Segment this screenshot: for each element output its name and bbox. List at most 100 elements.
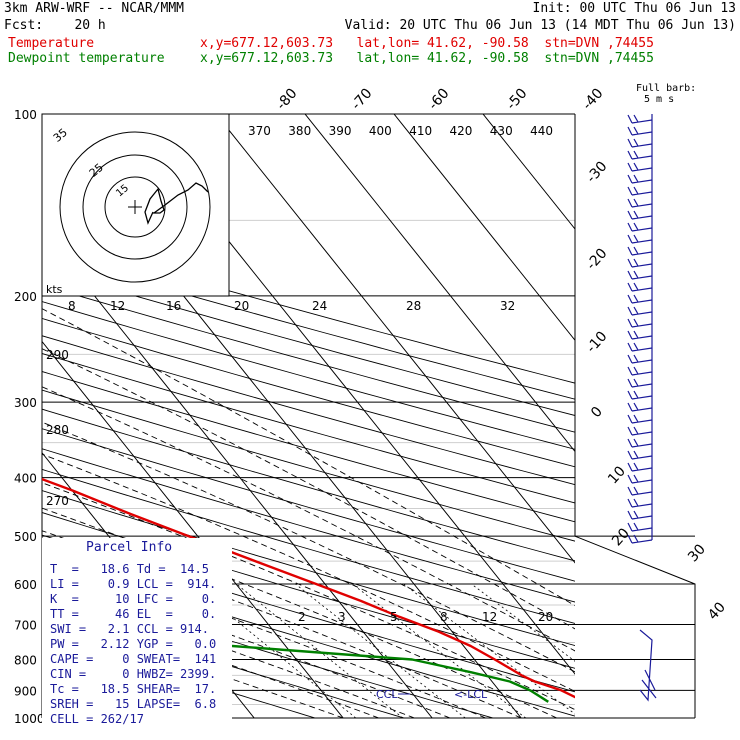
wind-barb — [631, 407, 653, 412]
wind-barb-flag — [627, 294, 633, 304]
hodograph-ring — [82, 154, 188, 260]
wind-barb-flag — [627, 114, 633, 124]
mixing-ratio-label: 5 — [390, 610, 398, 624]
hodograph-ring — [59, 131, 211, 283]
wind-barb-flag — [627, 270, 633, 280]
isotherm-line — [215, 114, 575, 564]
pressure-label: 1000 — [14, 712, 45, 726]
wind-barb-flag — [633, 318, 639, 327]
isotherm-label: -30 — [583, 158, 610, 186]
wind-barb — [631, 431, 653, 436]
wind-barb — [631, 323, 653, 328]
wind-barb-flag — [633, 354, 639, 363]
wind-barb-flag — [633, 174, 639, 183]
moist-adiabat-label: 28 — [406, 299, 421, 313]
forecast-hour: Fcst: 20 h — [4, 18, 106, 33]
wind-barb — [631, 299, 653, 304]
parcel-row: K = 10 LFC = 0. — [50, 592, 217, 606]
wind-barb-flag — [627, 234, 633, 244]
pressure-label: 800 — [14, 653, 37, 667]
moist-adiabat-label: 16 — [166, 299, 181, 313]
wind-barb-flag — [633, 198, 639, 207]
wind-barb-flag — [633, 330, 639, 339]
theta-e-label: 280 — [46, 423, 69, 437]
wind-barb-flag — [633, 474, 639, 483]
wind-barb-flag — [633, 294, 639, 303]
dewpoint-location: x,y=677.12,603.73 lat,lon= 41.62, -90.58… — [200, 51, 654, 66]
wind-barb-lower — [639, 629, 657, 702]
wind-barb-flag — [627, 222, 633, 232]
isotherm-label: -50 — [503, 85, 530, 113]
isotherm-line — [304, 114, 575, 453]
moist-adiabat — [42, 507, 557, 718]
wind-barb-flag — [627, 330, 633, 340]
wind-barb-flag — [633, 510, 639, 519]
valid-time: Valid: 20 UTC Thu 06 Jun 13 (14 MDT Thu … — [344, 18, 736, 33]
init-time: Init: 00 UTC Thu 06 Jun 13 — [532, 1, 737, 16]
parcel-row: TT = 46 EL = 0. — [50, 607, 217, 621]
dry-adiabat — [42, 448, 575, 603]
wind-barb-flag — [627, 162, 633, 172]
dry-adiabat — [42, 317, 575, 468]
pressure-label: 200 — [14, 290, 37, 304]
wind-barb-flag — [633, 450, 639, 459]
parcel-row: SWI = 2.1 CCL = 914. — [50, 622, 209, 636]
moist-adiabat-label: 8 — [68, 299, 76, 313]
parcel-info-panel: Parcel Info T = 18.6 Td = 14.5 LI = 0.9 … — [42, 538, 232, 728]
wind-barb — [631, 203, 653, 208]
isotherm-label: -60 — [425, 85, 452, 113]
wind-barb-flag — [627, 378, 633, 388]
wind-barb-flag — [633, 114, 639, 123]
wind-barb-flag — [633, 534, 639, 543]
theta-label: 440 — [530, 124, 553, 138]
mixing-ratio-label: 12 — [482, 610, 497, 624]
moist-adiabat — [42, 530, 522, 718]
wind-barb-flag — [633, 462, 639, 471]
wind-barb — [631, 479, 653, 484]
parcel-row: LI = 0.9 LCL = 914. — [50, 577, 217, 591]
lcl-label: <-LCL — [454, 688, 488, 701]
wind-barb-flag — [627, 138, 633, 148]
pressure-label: 600 — [14, 578, 37, 592]
wind-barb — [631, 215, 653, 220]
wind-barb — [631, 491, 653, 496]
wind-barb-flag — [633, 210, 639, 219]
wind-barb-flag — [627, 390, 633, 400]
wind-barb — [631, 515, 653, 520]
wind-barb — [631, 347, 653, 352]
moist-adiabat — [42, 308, 575, 607]
theta-label: 370 — [248, 124, 271, 138]
hodograph-ring — [104, 176, 166, 238]
wind-barb — [631, 539, 653, 544]
wind-barb-flag — [627, 186, 633, 196]
wind-barb — [631, 155, 653, 160]
pressure-label: 700 — [14, 618, 37, 632]
parcel-row: CAPE = 0 SWEAT= 141 — [50, 652, 217, 666]
mixing-ratio-label: 20 — [538, 610, 553, 624]
parcel-row: Tc = 18.5 SHEAR= 17. — [50, 682, 217, 696]
wind-barb — [631, 179, 653, 184]
isotherm-label: 30 — [685, 541, 709, 565]
pressure-label: 400 — [14, 472, 37, 486]
wind-barb-flag — [627, 438, 633, 448]
wind-barb — [631, 131, 653, 136]
wind-barb-flag — [633, 162, 639, 171]
parcel-row: CIN = 0 HWBZ= 2399. — [50, 667, 217, 681]
isotherm-label: 20 — [609, 525, 633, 549]
plot-right-border-lower — [574, 535, 696, 718]
dry-adiabat — [42, 237, 575, 384]
isotherm-label: 10 — [605, 463, 629, 487]
wind-barb — [631, 311, 653, 316]
wind-barb-flag — [633, 426, 639, 435]
isotherm-label: -10 — [583, 328, 610, 356]
mixing-ratio-label: 3 — [338, 610, 346, 624]
wind-barb-flag — [633, 234, 639, 243]
isotherm-label: 0 — [588, 404, 606, 421]
wind-barb-flag — [633, 414, 639, 423]
barb-legend: Full barb: — [636, 83, 697, 94]
wind-barb-flag — [633, 126, 639, 135]
legend-temperature: Temperature — [8, 36, 95, 51]
wind-barb-flag — [627, 210, 633, 220]
barb-units: 5 m s — [644, 94, 675, 105]
